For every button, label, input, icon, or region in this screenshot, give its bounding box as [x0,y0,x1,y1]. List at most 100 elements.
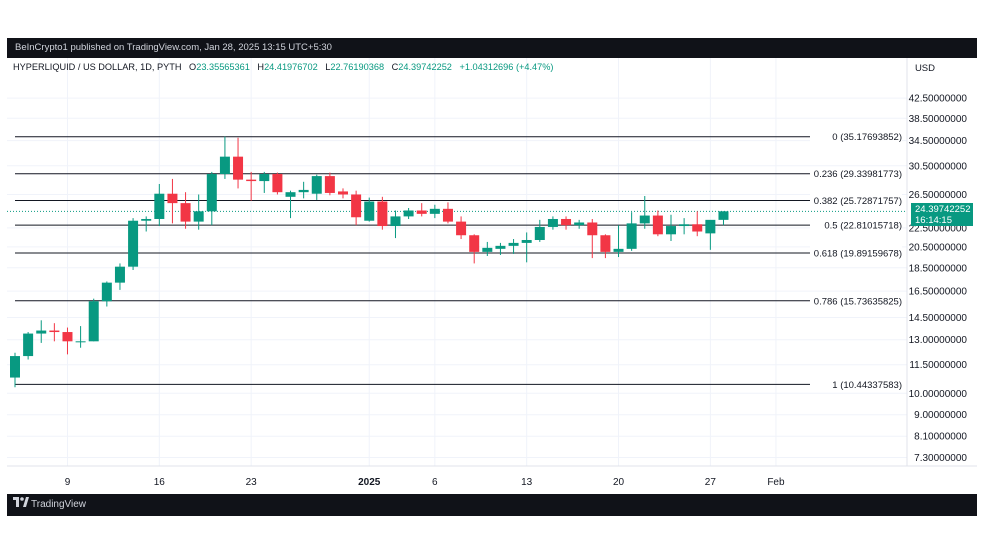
candle-body [652,215,663,235]
candle [246,171,257,201]
candle-body [62,332,73,342]
candle [141,216,152,232]
fib-level-label: 0.5 (22.81015718) [824,221,902,232]
candle-body [469,235,480,252]
candle [521,232,532,263]
candle-body [114,266,125,283]
fib-label-bg [810,218,902,232]
high-value: 24.41976702 [264,62,318,72]
candle [114,263,125,290]
fib-label-bg [810,245,902,259]
y-tick-label: 16.50000000 [909,287,968,298]
candle-body [88,301,99,342]
currency-label[interactable]: USD [914,63,935,74]
candle-body [75,341,86,343]
candle [23,332,34,360]
candle-body [324,176,335,193]
candle [206,171,217,226]
candle-body [639,215,650,224]
candle [10,352,20,388]
symbol-title[interactable]: HYPERLIQUID / US DOLLAR, 1D, PYTH [13,62,182,72]
x-tick-label: 9 [65,477,71,488]
high-label: H [257,62,265,72]
candle [219,136,230,179]
chart-area[interactable]: 0 (35.17693852) 0.236 (29.33981773) 0.382 … [7,58,977,494]
candle [666,214,676,241]
candle-body [521,239,532,243]
candle [469,234,480,264]
candle [351,190,362,226]
candle [338,188,348,199]
y-tick-label: 13.00000000 [909,335,968,346]
x-tick-label: 2025 [358,477,381,488]
bar-countdown: 16:14:15 [915,215,952,227]
last-price-value: 24.39742252 [915,204,971,216]
y-tick-label: 9.00000000 [914,410,967,421]
candle-body [23,333,34,357]
fib-level-label: 0.618 (19.89159678) [814,248,902,259]
candle-body [364,201,375,221]
candle [193,194,204,230]
price-chart[interactable]: 0 (35.17693852) 0.236 (29.33981773) 0.382 … [7,58,977,494]
candle-body [561,218,572,226]
candle [36,320,47,343]
candle-body [692,224,703,232]
candle [416,203,427,217]
candle [390,210,401,239]
candle-body [613,248,624,252]
candles [10,136,729,388]
candle [429,204,440,219]
y-tick-label: 14.50000000 [909,313,968,324]
candle [639,196,650,229]
candle [679,218,690,235]
candle-body [429,208,440,214]
x-tick-label: 23 [246,477,258,488]
candle-body [219,156,230,174]
fib-level-label: 0 (35.17693852) [832,132,902,143]
y-tick-label: 7.30000000 [914,453,967,464]
chart-frame: BeInCrypto1 published on TradingView.com… [7,38,977,516]
candle-body [311,176,322,194]
fib-level-label: 0.236 (29.33981773) [814,169,902,180]
grid-layer [7,58,907,466]
x-tick-label: 13 [521,477,533,488]
fib-level-label: 0.382 (25.72871757) [814,196,902,207]
candle-body [259,173,270,182]
candle-body [390,216,401,227]
tradingview-footer: TradingView [7,494,977,516]
fib-label-bg [810,377,902,391]
candle [259,171,270,193]
candle-body [10,356,20,378]
y-tick-label: 20.50000000 [909,242,968,253]
candle [364,197,375,222]
candle [88,298,99,342]
candle-body [600,235,611,252]
tradingview-brand: TradingView [31,499,87,510]
y-tick-label: 34.50000000 [909,136,968,147]
candle [311,174,322,200]
fib-label-bg [810,193,902,207]
y-tick-label: 22.50000000 [909,223,968,234]
candle-body [154,193,165,219]
candle [495,242,506,255]
candle [101,281,112,307]
candle [128,218,139,270]
candle-body [272,173,283,193]
y-tick-label: 30.50000000 [909,161,968,172]
fib-retracement[interactable]: 0 (35.17693852) 0.236 (29.33981773) 0.382 … [15,129,902,391]
candle-body [482,247,493,252]
close-label: C [391,62,399,72]
candle [574,219,585,229]
candle [233,137,244,189]
fib-level-label: 0.786 (15.73635825) [814,296,902,307]
candle [324,172,335,196]
candle-body [508,242,519,246]
candle-body [285,192,296,197]
candle [547,216,558,230]
candle [705,219,716,250]
candle-body [456,221,467,236]
candle-body [666,226,676,235]
tradingview-logo-icon [13,494,29,516]
candle [718,211,729,226]
y-tick-label: 11.50000000 [909,360,967,371]
